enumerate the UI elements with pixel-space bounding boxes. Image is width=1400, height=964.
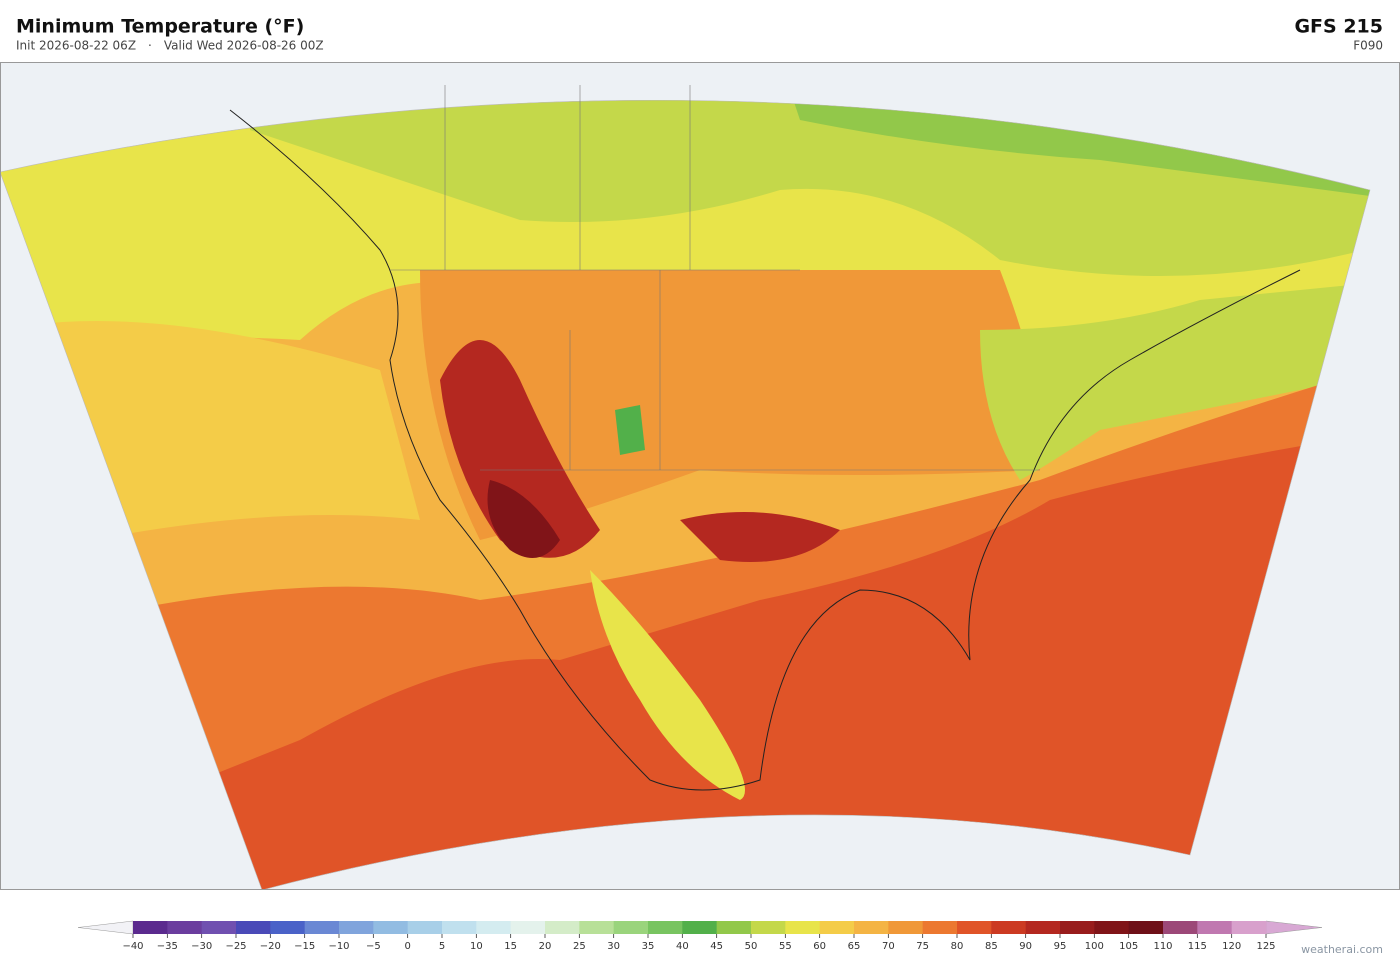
colorbar-tick-label: 115 [1188,941,1207,952]
colorbar-bin [1060,921,1095,934]
colorbar-tick-label: −40 [122,941,143,952]
colorbar-tick-label: 5 [439,941,445,952]
colorbar-tick-label: 70 [882,941,895,952]
model-label: GFS 215 [1294,16,1383,38]
colorbar-tick-label: −25 [225,941,246,952]
colorbar-bin [1197,921,1233,934]
colorbar-bin [579,921,615,934]
colorbar-bin [133,921,168,934]
field-region [590,570,745,800]
colorbar-bin [167,921,203,934]
colorbar-tick-label: 100 [1085,941,1104,952]
field-region [420,270,1042,540]
colorbar-bin [648,921,683,934]
colorbar-tick-label: 105 [1119,941,1138,952]
colorbar-bin [751,921,786,934]
colorbar-bin [201,921,237,934]
colorbar-bin [819,921,855,934]
colorbar-tick-label: 0 [404,941,410,952]
colorbar-tick-label: 65 [848,941,861,952]
field-region [440,340,600,558]
colorbar-bin [304,921,340,934]
forecast-hour: F090 [1353,39,1383,53]
colorbar-tick-label: −15 [294,941,315,952]
colorbar-bin [1094,921,1130,934]
colorbar-tick-label: −10 [328,941,349,952]
colorbar-tick-label: 45 [710,941,723,952]
title: Minimum Temperature (°F) [16,16,304,38]
coastline [229,109,1301,791]
colorbar-bin [785,921,821,934]
colorbar-bin [510,921,546,934]
valid-time: Valid Wed 2026-08-26 00Z [164,39,324,53]
colorbar-bin [991,921,1027,934]
colorbar-bin [1025,921,1061,934]
colorbar-tick-label: 125 [1256,941,1275,952]
colorbar-bin [716,921,752,934]
colorbar-bin [442,921,477,934]
colorbar-tick-label: 85 [985,941,998,952]
colorbar-tick-label: 40 [676,941,689,952]
colorbar-bin [957,921,992,934]
colorbar-bin [545,921,580,934]
colorbar-bin [373,921,409,934]
colorbar-tick-label: 95 [1054,941,1067,952]
colorbar-tick-label: 60 [813,941,826,952]
colorbar-bin [1231,921,1267,934]
colorbar-tick-label: 90 [1019,941,1032,952]
init-time: Init 2026-08-22 06Z [16,39,136,53]
colorbar-tick-label: 80 [951,941,964,952]
field-region [680,512,840,562]
colorbar-over [1265,920,1323,935]
colorbar-bin [854,921,889,934]
colorbar-bin [236,921,271,934]
colorbar-tick-label: 50 [745,941,758,952]
colorbar-bin [922,921,958,934]
field-region [980,280,1370,480]
colorbar: −40 −35 −30 −25 −20 −15 −10 −5 0 5 10 15 20 25 30 35 40 4… [77,920,1323,952]
colorbar-bin [339,921,374,934]
colorbar-tick-label: 75 [916,941,929,952]
domain-outline [0,99,1371,890]
colorbar-bin [1128,921,1164,934]
colorbar-tick-label: 110 [1153,941,1172,952]
colorbar-tick-label: 55 [779,941,792,952]
colorbar-tick-label: 20 [539,941,552,952]
colorbar-tick-label: 25 [573,941,586,952]
colorbar-bin [476,921,512,934]
colorbar-bin [888,921,924,934]
field-region [615,405,645,455]
colorbar-under [77,920,134,935]
colorbar-tick-label: −30 [191,941,212,952]
credit: weatherai.com [1301,943,1383,956]
colorbar-bin [1163,921,1198,934]
colorbar-tick-label: 120 [1222,941,1241,952]
boundaries [390,85,1040,471]
colorbar-tick-label: −5 [366,941,381,952]
colorbar-tick-label: 15 [504,941,517,952]
colorbar-tick-label: 30 [607,941,620,952]
colorbar-tick-label: −20 [260,941,281,952]
field-region [487,480,560,558]
colorbar-tick-label: 35 [642,941,655,952]
colorbar-bin [270,921,306,934]
separator: · [148,39,152,53]
colorbar-tick-label: −35 [157,941,178,952]
colorbar-bin [613,921,649,934]
colorbar-tick-label: 10 [470,941,483,952]
colorbar-bin [407,921,443,934]
colorbar-bin [682,921,718,934]
